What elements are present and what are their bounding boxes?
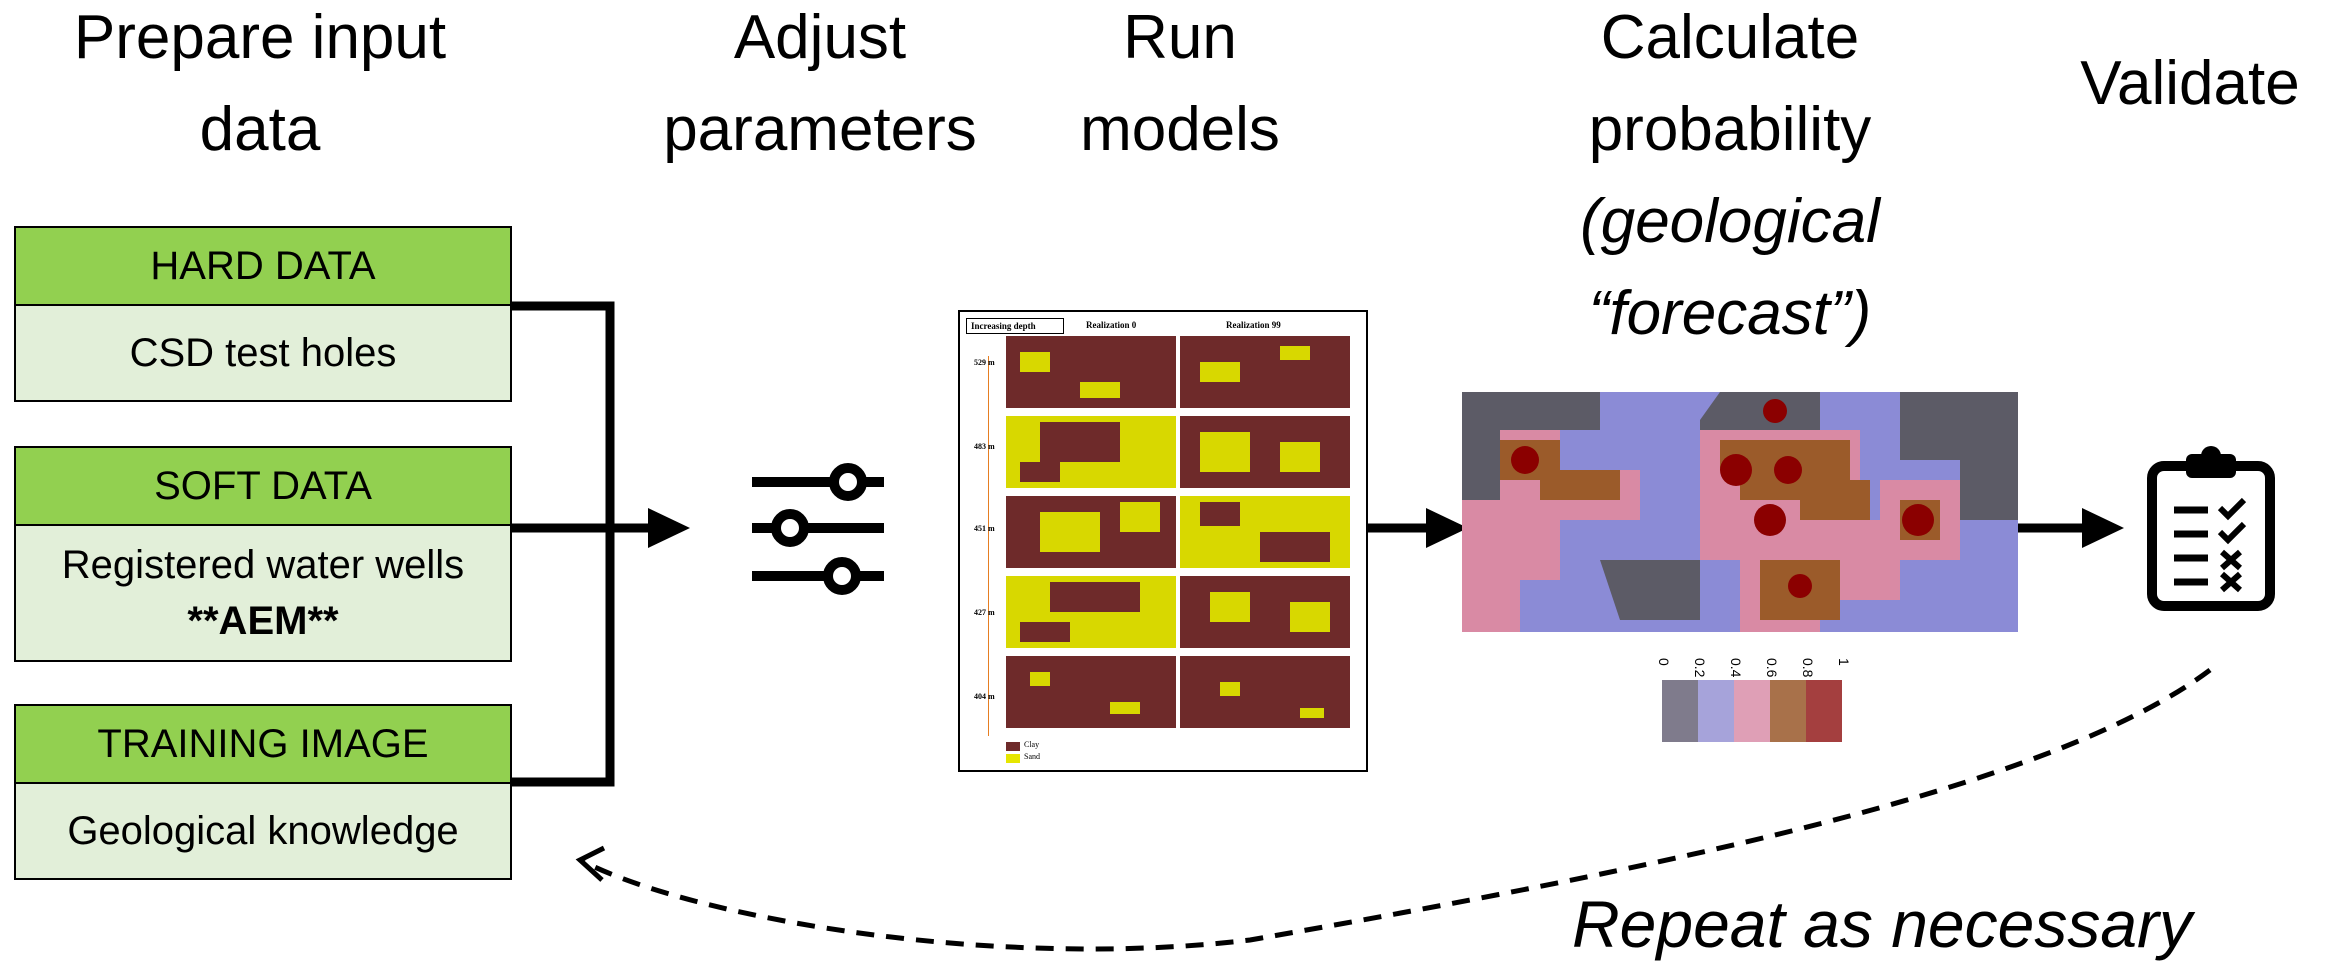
colorbar-tick: 0 [1656,658,1672,666]
input-arrow-head [648,508,690,548]
input-box-body: Geological knowledge [16,784,510,878]
legend-label: Clay [1024,740,1040,749]
colorbar-tick: 0.6 [1764,658,1780,678]
realizations-column-label: Realization 0 [1086,320,1137,330]
input-bracket [512,301,615,787]
step-run-title: Run models [1040,0,1320,176]
input-box-line: CSD test holes [129,331,397,375]
depth-label: 483 m [974,442,995,451]
realizations-depth-label: Increasing depth [966,318,1064,334]
repeat-loop-arrow-head [575,845,606,882]
input-box-header: HARD DATA [16,228,510,306]
colorbar-swatch [1734,680,1770,742]
run-to-calc-arrow-head [1426,508,1468,548]
input-box-line: Geological knowledge [67,809,459,853]
input-box-hard-data: HARD DATA CSD test holes [14,226,512,402]
input-box-line: Registered water wells [61,543,465,587]
legend-swatch-sand [1006,754,1020,763]
colorbar-tick: 1 [1836,658,1852,666]
input-box-header: SOFT DATA [16,448,510,526]
depth-label: 404 m [974,692,995,701]
input-box-header: TRAINING IMAGE [16,706,510,784]
colorbar-tick: 0.2 [1692,658,1708,678]
sliders-icon [752,463,884,595]
step-calculate-note2: “forecast”) [1588,279,1872,348]
realization-grid [1006,336,1350,763]
colorbar-swatches [1662,680,1842,742]
clipboard-checklist-icon [2147,446,2275,611]
colorbar-swatch [1806,680,1842,742]
step-calculate-note1: (geological [1580,187,1880,256]
colorbar-swatch [1698,680,1734,742]
input-box-body: CSD test holes [16,306,510,400]
colorbar-tick: 0.8 [1800,658,1816,678]
colorbar-swatch [1770,680,1806,742]
depth-axis-line [988,356,989,736]
realizations-column-label: Realization 99 [1226,320,1281,330]
realizations-panel: Increasing depth Realization 0 Realizati… [958,310,1368,772]
input-box-soft-data: SOFT DATA Registered water wells **AEM** [14,446,512,662]
step-adjust-title: Adjust parameters [630,0,1010,176]
step-prepare-title: Prepare input data [30,0,490,176]
step-prepare-line2: data [199,95,321,164]
probability-map [1462,392,2018,632]
depth-label: 427 m [974,608,995,617]
repeat-label: Repeat as necessary [1572,887,2193,961]
calc-to-validate-arrow-head [2082,508,2124,548]
legend-label: Sand [1024,752,1040,761]
realization-tiles [1006,336,1350,728]
colorbar-tick: 0.4 [1728,658,1744,678]
step-prepare-line1: Prepare input [73,3,447,72]
repeat-loop-arrow [582,667,2212,952]
input-box-training-image: TRAINING IMAGE Geological knowledge [14,704,512,880]
colorbar-swatch [1662,680,1698,742]
input-box-body: Registered water wells **AEM** [16,526,510,660]
depth-label: 529 m [974,358,995,367]
step-run-line1: Run [1123,3,1237,72]
step-calculate-line1: Calculate [1600,3,1860,72]
step-validate-title: Validate [2060,38,2320,130]
step-validate-line1: Validate [2080,49,2300,118]
input-box-bold-line: **AEM** [187,599,339,643]
step-adjust-line2: parameters [663,95,977,164]
step-adjust-line1: Adjust [733,3,907,72]
depth-label: 451 m [974,524,995,533]
step-calculate-title: Calculate probability (geological “forec… [1520,0,1940,360]
legend-swatch-clay [1006,742,1020,751]
step-run-line2: models [1080,95,1280,164]
step-calculate-line2: probability [1588,95,1872,164]
